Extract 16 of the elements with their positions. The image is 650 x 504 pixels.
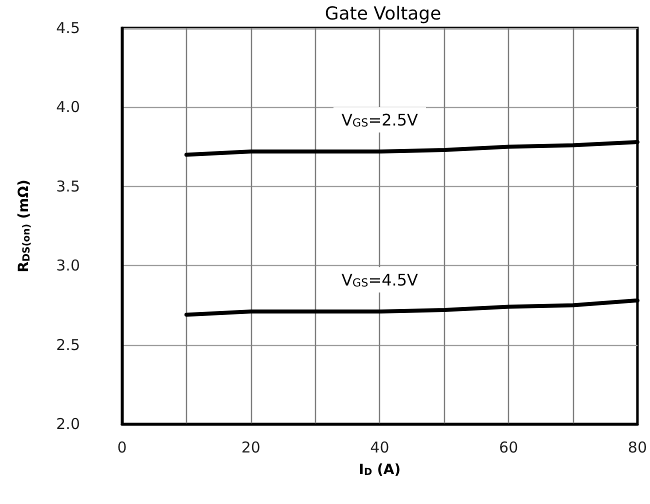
y-tick-label: 3.0 [56,256,80,275]
x-tick-label: 20 [241,438,260,456]
x-tick-label: 80 [628,438,648,456]
x-tick-label: 0 [117,438,127,456]
x-tick-label: 40 [370,438,390,456]
y-tick-label: 3.5 [56,177,80,196]
y-tick-label: 4.5 [56,19,80,37]
series-label: VGS=4.5V [341,270,418,290]
chart-title: Gate Voltage [324,4,442,24]
x-axis-title: ID (A) [358,462,401,478]
x-tick-label: 60 [499,438,518,456]
y-tick-label: 4.0 [56,98,80,116]
series-label: VGS=2.5V [341,110,418,130]
y-tick-label: 2.0 [56,415,80,433]
y-tick-label: 2.5 [56,336,80,354]
y-axis-title: RDS(on) (mΩ) [16,180,32,272]
